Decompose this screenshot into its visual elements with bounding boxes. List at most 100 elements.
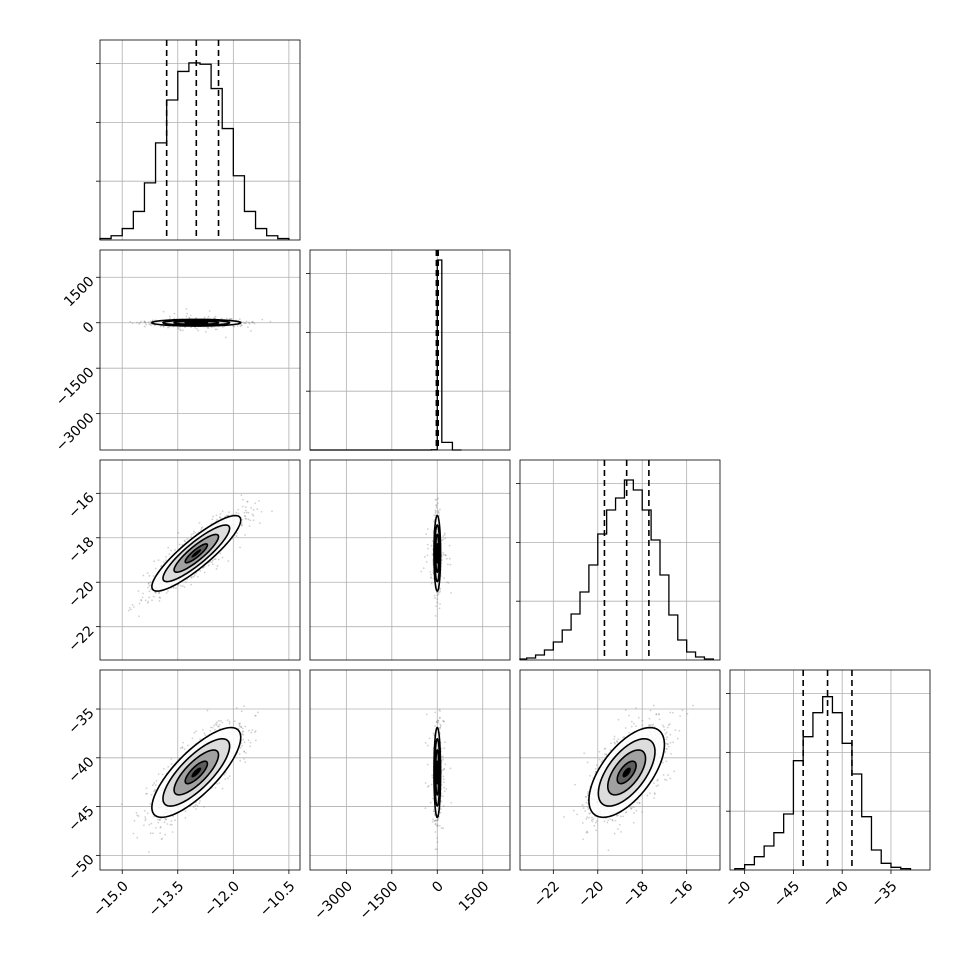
scatter-point [160, 838, 163, 841]
scatter-point [162, 325, 165, 328]
scatter-point [437, 719, 440, 722]
scatter-point [162, 561, 165, 563]
pair-content [127, 494, 273, 618]
scatter-point [198, 521, 201, 524]
scatter-point [185, 581, 187, 584]
scatter-point [133, 606, 135, 608]
scatter-point [138, 602, 141, 605]
scatter-point [431, 820, 434, 823]
scatter-point [249, 519, 252, 522]
histogram-step-0 [99, 62, 290, 240]
scatter-point [443, 747, 446, 750]
scatter-point [157, 773, 160, 776]
scatter-point [210, 726, 212, 729]
scatter-point [165, 556, 167, 558]
scatter-point [630, 807, 633, 810]
scatter-point [427, 547, 429, 550]
scatter-point [435, 720, 438, 723]
scatter-point [235, 535, 238, 537]
scatter-point [244, 517, 247, 520]
scatter-point [440, 724, 442, 727]
scatter-point [147, 586, 149, 589]
scatter-point [214, 328, 217, 331]
scatter-point [170, 757, 173, 760]
pair-panel-2-3 [519, 669, 721, 874]
scatter-point [165, 818, 168, 821]
scatter-point [158, 592, 161, 595]
scatter-point [170, 820, 173, 822]
scatter-point [217, 725, 220, 728]
scatter-point [251, 321, 254, 324]
scatter-point [137, 815, 140, 817]
scatter-point [432, 797, 434, 800]
scatter-point [442, 553, 445, 556]
scatter-point [194, 326, 197, 329]
scatter-point [439, 811, 442, 814]
scatter-point [211, 518, 214, 521]
scatter-point [190, 583, 192, 586]
scatter-point [159, 826, 162, 829]
scatter-point [243, 705, 245, 708]
scatter-point [201, 728, 204, 731]
scatter-point [191, 737, 194, 740]
scatter-point [204, 734, 207, 737]
scatter-point [437, 511, 440, 514]
scatter-point [148, 574, 151, 577]
scatter-point [149, 832, 152, 835]
scatter-point [190, 576, 193, 579]
scatter-point [242, 734, 245, 736]
scatter-point [163, 821, 166, 824]
scatter-point [142, 592, 144, 595]
scatter-point [436, 598, 439, 601]
histogram-frame-2 [519, 459, 721, 661]
scatter-point [221, 721, 224, 724]
scatter-point [436, 824, 439, 827]
scatter-point [442, 719, 445, 722]
scatter-point [240, 742, 243, 744]
scatter-point [169, 315, 171, 318]
scatter-point [220, 317, 223, 320]
scatter-point [449, 767, 452, 770]
scatter-point [429, 801, 432, 804]
scatter-point [243, 750, 246, 753]
scatter-point [438, 607, 441, 610]
scatter-point [218, 782, 221, 784]
scatter-point [237, 508, 240, 511]
scatter-point [192, 532, 195, 535]
histogram-step-3 [734, 696, 912, 870]
scatter-point [227, 560, 230, 562]
scatter-point [183, 539, 186, 542]
scatter-point [438, 591, 440, 594]
scatter-point [149, 803, 152, 805]
scatter-point [215, 518, 218, 521]
histogram-frame-0 [99, 39, 301, 241]
scatter-point [249, 745, 251, 748]
scatter-point [439, 716, 441, 719]
pair-content [424, 708, 453, 851]
scatter-point [444, 554, 447, 556]
scatter-point [189, 314, 192, 317]
scatter-point [585, 795, 587, 798]
scatter-point [436, 824, 439, 827]
scatter-point [170, 763, 173, 765]
scatter-point [196, 328, 198, 330]
scatter-point [243, 750, 245, 753]
scatter-point [432, 732, 435, 735]
scatter-point [150, 794, 153, 796]
scatter-point [251, 513, 254, 516]
scatter-point [159, 597, 161, 599]
scatter-point [249, 741, 252, 744]
scatter-point [434, 848, 437, 851]
scatter-point [424, 782, 427, 784]
scatter-point [648, 792, 651, 795]
scatter-point [442, 775, 445, 778]
scatter-point [179, 584, 182, 587]
scatter-point [152, 575, 155, 577]
scatter-point [442, 720, 445, 723]
scatter-point [587, 794, 589, 797]
scatter-point [136, 814, 139, 817]
scatter-point [665, 748, 668, 750]
scatter-point [149, 320, 152, 323]
scatter-point [230, 318, 233, 320]
scatter-point [164, 817, 166, 820]
